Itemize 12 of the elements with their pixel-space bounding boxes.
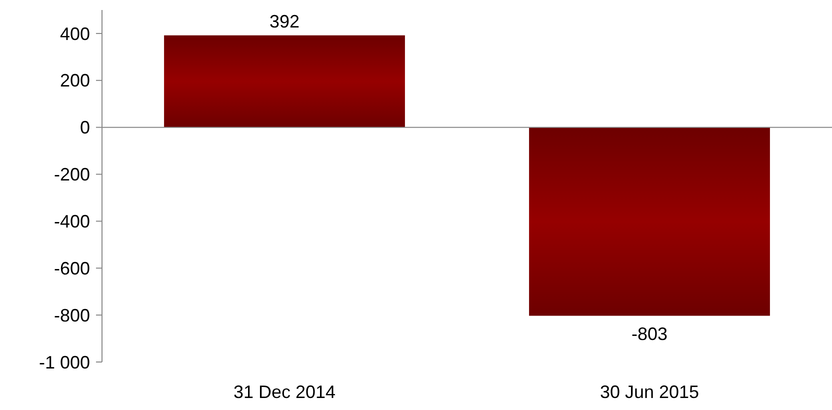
y-tick-label: -800 xyxy=(54,305,90,326)
y-tick-label: -400 xyxy=(54,212,90,232)
data-label: -803 xyxy=(631,324,668,344)
y-tick-label: 400 xyxy=(60,24,90,44)
x-tick-label: 30 Jun 2015 xyxy=(600,382,700,402)
y-tick-label: -600 xyxy=(54,258,90,278)
y-tick-label: 0 xyxy=(80,118,90,138)
y-tick-label: -1 000 xyxy=(38,352,90,372)
y-tick-label: -200 xyxy=(54,164,90,185)
x-tick-label: 31 Dec 2014 xyxy=(233,382,336,402)
y-tick-label: 200 xyxy=(60,70,90,91)
data-label: 392 xyxy=(269,11,300,32)
